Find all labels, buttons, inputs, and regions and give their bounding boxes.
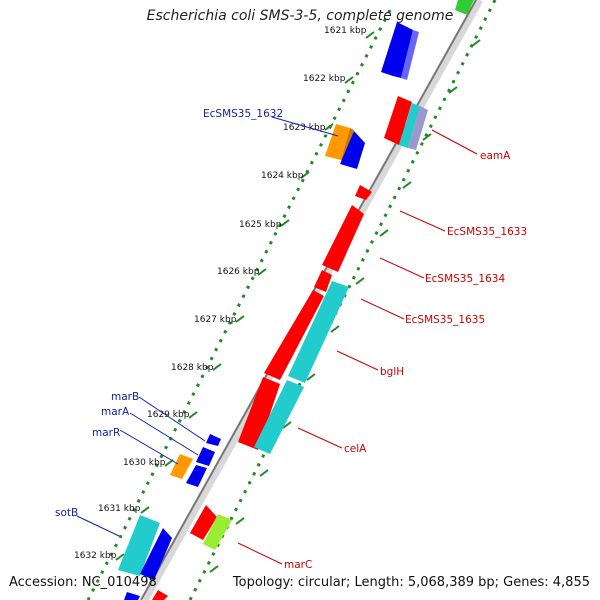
gene-arrow [152,590,168,600]
tick-label: 1623 kbp [283,123,326,133]
gene-arrow [186,465,207,487]
gene-arrow [264,290,324,380]
leader-line [138,396,206,442]
scale-ticks: 1621 kbp 1622 kbp 1623 kbp 1624 kbp 1625… [74,26,481,573]
leader-line [431,129,478,155]
tick-mark [448,86,458,94]
gene-label-sotB: sotB [55,507,78,519]
gene-label-celA: celA [344,443,367,455]
tick-label: 1624 kbp [261,171,304,181]
tick-mark [344,76,354,84]
gene-arrow [384,96,412,145]
gene-arrow [288,281,349,383]
genome-title: Escherichia coli SMS-3-5, complete genom… [146,8,454,24]
tick-mark [330,325,340,333]
tick-mark [259,469,269,477]
gene-label-marA: marA [101,406,130,418]
tick-mark [365,31,375,39]
gene-label-EcSMS35_1632: EcSMS35_1632 [203,108,283,120]
tick-label: 1626 kbp [217,267,260,277]
leader-line [129,412,199,456]
gene-arrow [140,528,172,580]
gene-arrow [238,377,280,450]
tick-mark [164,459,174,467]
gene-arrow [325,124,350,160]
reverse-strand-genes [118,22,419,600]
tick-mark [324,123,334,131]
leader-line [271,116,339,137]
tick-label: 1622 kbp [303,74,346,84]
gene-arrow [190,505,217,540]
leader-line [360,298,405,320]
tick-mark [402,181,412,189]
leader-line [76,515,120,537]
leader-line [297,427,343,449]
gene-arrow [340,131,365,169]
tick-mark [422,133,432,141]
tick-mark [115,553,125,561]
tick-label: 1629 kbp [147,410,190,420]
tick-mark [257,268,267,276]
gene-label-marB: marB [111,391,139,403]
tick-mark [188,411,198,419]
gene-arrow [355,185,372,200]
gene-arrow [124,592,140,600]
tick-label: 1630 kbp [123,458,166,468]
tick-mark [379,229,389,237]
gene-arrow-edge [341,128,354,162]
tick-label: 1627 kbp [194,315,237,325]
right-labels: eamA EcSMS35_1633 EcSMS35_1634 EcSMS35_1… [237,129,527,571]
gene-label-EcSMS35_1635: EcSMS35_1635 [405,314,485,326]
tick-label: 1631 kbp [98,504,141,514]
gene-arrow [322,205,364,272]
tick-label: 1625 kbp [239,220,282,230]
gene-arrow [381,22,413,78]
gene-arrow [314,270,332,292]
tick-mark [306,373,316,381]
gene-label-EcSMS35_1634: EcSMS35_1634 [425,273,505,285]
tick-mark [235,517,245,525]
tick-label: 1621 kbp [324,26,367,36]
tick-label: 1632 kbp [74,551,117,561]
leader-line [237,542,283,565]
tick-mark [471,39,481,47]
leader-line [119,429,179,465]
tick-mark [140,506,150,514]
leader-line [379,257,425,279]
forward-strand-genes [152,0,474,600]
tick-mark [235,315,245,323]
tick-mark [300,171,310,179]
gene-arrow [206,434,221,446]
left-labels: EcSMS35_1632 marB marA marR sotB [55,108,339,537]
gene-arrow [196,447,215,466]
tick-mark [280,219,290,227]
tick-mark [282,421,292,429]
gene-arrow [203,514,232,550]
gene-arrow [455,0,474,15]
gene-label-EcSMS35_1633: EcSMS35_1633 [447,226,527,238]
gene-label-marR: marR [92,427,120,439]
accession-text: Accession: NC_010498 [9,575,157,590]
dotted-track-outer [188,0,497,600]
gene-label-bglH: bglH [380,366,404,378]
gene-arrow [170,454,193,479]
gene-label-marC: marC [284,559,312,571]
gene-arrow [408,106,428,150]
gene-arrow [399,103,420,148]
leader-line [399,210,446,232]
gene-arrow [118,515,160,576]
gene-label-eamA: eamA [480,150,511,162]
tick-label: 1628 kbp [171,363,214,373]
dotted-track-inner [86,9,392,600]
tick-mark [355,277,365,285]
tick-mark [209,565,219,573]
genome-stats-text: Topology: circular; Length: 5,068,389 bp… [232,575,590,590]
tick-mark [212,363,222,371]
gene-arrow [254,380,304,454]
leader-line [336,350,379,371]
gene-arrow-edge [401,30,419,80]
